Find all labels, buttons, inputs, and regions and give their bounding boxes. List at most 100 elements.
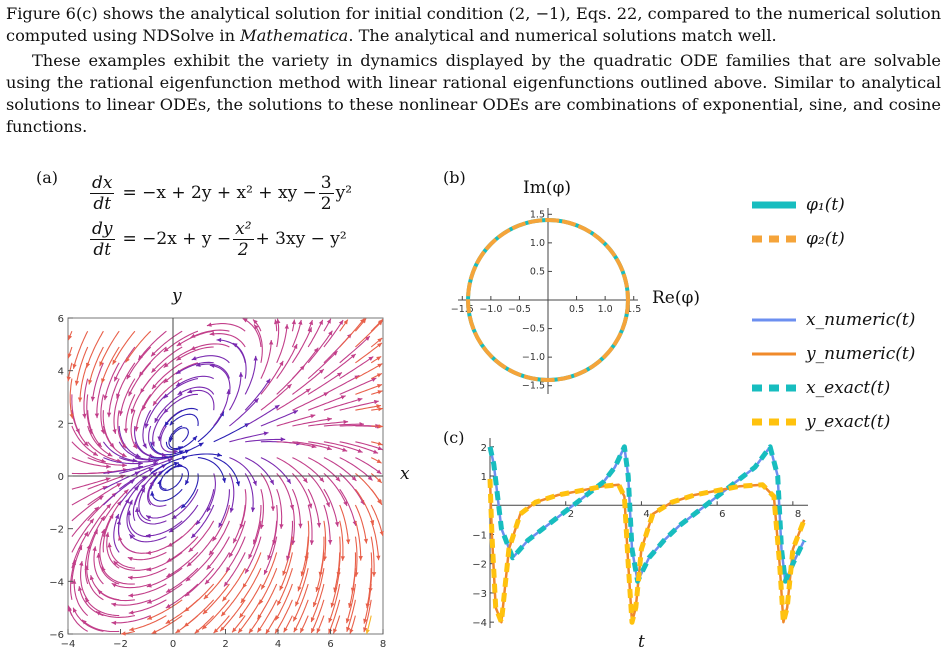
stream-line <box>323 353 357 380</box>
equation-2: dy dt = −2x + y − x² 2 + 3xy − y² <box>88 216 352 262</box>
stream-arrow <box>308 320 313 326</box>
stream-line <box>134 458 173 474</box>
stream-line <box>96 378 104 419</box>
stream-y-tick-label: 6 <box>58 314 64 325</box>
stream-arrow <box>106 412 112 418</box>
stream-arrow <box>101 378 106 384</box>
stream-xlabel: x <box>400 464 410 484</box>
stream-arrow <box>377 390 383 395</box>
stream-line <box>175 361 214 375</box>
stream-arrow <box>106 503 111 509</box>
stream-arrow <box>84 565 89 570</box>
stream-line <box>118 467 154 490</box>
stream-arrow <box>358 556 363 561</box>
stream-arrow <box>187 389 193 394</box>
stream-arrow <box>300 627 305 633</box>
stream-line <box>163 378 198 399</box>
stream-arrow <box>328 540 333 545</box>
stream-arrow <box>152 472 158 477</box>
stream-arrow <box>90 396 96 402</box>
stream-arrow <box>202 624 207 630</box>
stream-arrow <box>220 626 225 632</box>
stream-line <box>87 515 106 553</box>
stream-line <box>213 389 230 427</box>
stream-line <box>253 324 263 363</box>
stream-line <box>190 329 230 339</box>
stream-line <box>111 582 151 589</box>
stream-arrow <box>345 618 350 624</box>
stream-arrow <box>178 450 184 455</box>
stream-arrow <box>105 477 111 482</box>
stream-line <box>208 520 230 556</box>
stream-arrow <box>116 519 121 525</box>
stream-arrow <box>172 450 178 455</box>
stream-arrow <box>139 371 144 377</box>
stream-arrow <box>279 524 284 529</box>
stream-line <box>151 346 183 373</box>
stream-arrow <box>368 356 374 361</box>
stream-arrow <box>191 356 197 361</box>
stream-line <box>145 504 183 519</box>
stream-line <box>152 378 183 406</box>
stream-line <box>145 393 167 429</box>
time-x-tick-label: 8 <box>795 509 801 520</box>
stream-arrow <box>107 542 112 548</box>
stream-arrow <box>163 378 169 384</box>
stream-arrow <box>146 567 152 572</box>
stream-line <box>276 457 308 484</box>
stream-line <box>195 363 230 379</box>
stream-line <box>307 395 346 411</box>
stream-arrow <box>92 451 98 456</box>
stream-arrow <box>85 362 91 368</box>
stream-arrow <box>377 441 383 446</box>
stream-line <box>145 520 183 537</box>
stream-line <box>252 504 262 545</box>
stream-line <box>130 410 138 450</box>
stream-x-tick-label: 0 <box>170 639 176 650</box>
stream-line <box>228 473 235 513</box>
stream-line <box>272 504 278 546</box>
stream-line <box>276 324 288 364</box>
stream-arrow <box>152 384 157 390</box>
stream-arrow <box>185 479 190 485</box>
stream-arrow <box>338 319 344 325</box>
stream-arrow <box>365 629 370 634</box>
stream-line <box>125 330 152 363</box>
stream-arrow <box>164 421 169 427</box>
stream-arrow <box>363 618 368 624</box>
stream-arrow <box>116 393 121 399</box>
stream-arrow <box>367 475 373 481</box>
stream-arrow <box>145 533 151 538</box>
stream-arrow <box>279 585 284 591</box>
eq2-rhs-a: = −2x + y − <box>122 229 232 249</box>
stream-line <box>138 487 151 522</box>
stream-arrow <box>349 628 354 634</box>
stream-arrow <box>371 572 377 577</box>
stream-line <box>276 343 298 379</box>
stream-arrow <box>242 318 248 323</box>
stream-line <box>260 339 272 379</box>
legend-b-item-2: φ₂(t) <box>752 222 845 256</box>
stream-arrow <box>125 357 130 363</box>
stream-line <box>146 567 183 588</box>
stream-arrow <box>166 588 172 593</box>
stream-line <box>128 599 167 614</box>
time-y-tick-label: −2 <box>472 560 487 571</box>
stream-line <box>355 320 383 348</box>
eq2-lhs-den: dt <box>93 239 112 260</box>
stream-arrow <box>100 429 105 435</box>
stream-line <box>256 599 278 633</box>
stream-arrow <box>274 405 280 410</box>
stream-line <box>99 330 120 367</box>
stream-arrow <box>376 404 382 409</box>
time-x-tick-label: 6 <box>719 509 725 520</box>
paragraph-1-a: Figure 6(c) shows the analytical solutio… <box>6 4 941 45</box>
stream-arrow <box>265 378 271 384</box>
stream-arrow <box>101 566 106 572</box>
stream-arrow <box>379 531 384 536</box>
complex-y-tick-label: −1.0 <box>522 352 545 363</box>
stream-arrow <box>377 337 383 343</box>
stream-arrow <box>378 424 383 429</box>
